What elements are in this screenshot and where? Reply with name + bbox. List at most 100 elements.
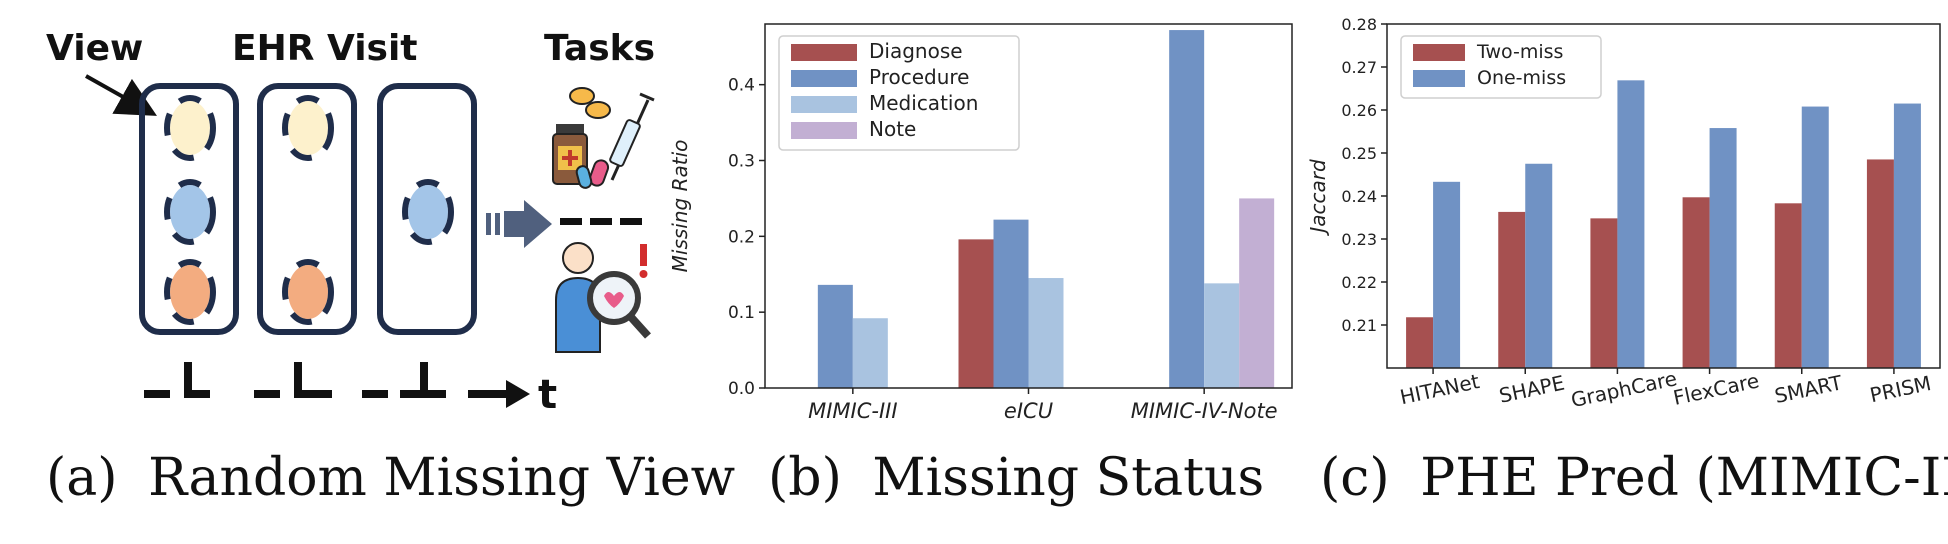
visit-box-1 [139,83,239,335]
y-tick-label: 0.22 [1341,273,1377,292]
bar-two-miss-shape [1498,211,1526,368]
y-tick-label: 0.4 [728,76,755,96]
legend-label: Two-miss [1476,41,1563,63]
panel-missing-status: Missing Ratio 0.0 0.1 0.2 0.3 0.4 MIMIC-III e… [660,0,1300,544]
bar-two-miss-hitanet [1406,317,1434,368]
view-border [164,95,216,161]
legend-label: Procedure [869,65,970,89]
bar-procedure-mimic-iv-note [1169,30,1205,389]
phe-pred-chart: Jaccard 0.21 0.22 0.23 0.24 0.25 0.26 0.27 0.28… [1306,15,1941,412]
caption-c-letter: (c) [1320,448,1390,508]
x-tick-label: MIMIC-IV-Note [1131,399,1278,423]
caption-c-text: PHE Pred (MIMIC-III) [1420,448,1948,508]
panel-phe-pred: Jaccard 0.21 0.22 0.23 0.24 0.25 0.26 0.27 0.28… [1300,0,1948,544]
legend-swatch [791,122,857,139]
time-axis [144,362,530,408]
legend-swatch [791,44,857,61]
y-tick-label: 0.25 [1341,144,1377,163]
x-tick-label: MIMIC-III [808,399,897,423]
view-border [402,179,454,245]
legend-swatch [1413,70,1465,87]
view-blue [408,185,448,239]
bar-procedure-eicu [993,219,1029,388]
bar-one-miss-smart [1801,106,1829,368]
legend-label: Diagnose [869,39,963,63]
caption-b-text: Missing Status [872,448,1265,508]
view-blue [170,185,210,239]
legend-box [778,35,1020,151]
view-orange [288,265,328,319]
label-view: View [46,28,143,69]
panel-random-missing-view: View EHR Visit Tasks [0,0,735,544]
y-tick-label: 0.0 [728,379,755,399]
view-yellow [288,101,328,155]
bar-one-miss-prism [1893,103,1921,369]
legend-swatch [1413,44,1465,61]
caption-a-letter: (a) [46,448,118,508]
syringe-icon [609,92,655,181]
visit-box-2 [257,83,357,335]
missing-status-chart: Missing Ratio 0.0 0.1 0.2 0.3 0.4 MIMIC-III e… [668,23,1293,423]
y-tick-label: 0.2 [728,227,755,247]
legend-swatch [791,96,857,113]
view-border [282,95,334,161]
legend-swatch [791,70,857,87]
bar-two-miss-prism [1866,159,1894,368]
y-axis-label: Jaccard [1306,159,1330,237]
bar-medication-mimic-iv-note [1204,283,1240,388]
bar-one-miss-flexcare [1709,128,1737,368]
bar-note-mimic-iv-note [1239,198,1275,388]
separator-dashes [560,218,642,225]
label-tasks: Tasks [544,28,655,69]
bar-one-miss-hitanet [1433,181,1461,368]
view-orange [170,265,210,319]
x-tick-label: SMART [1772,370,1845,408]
x-tick-label: eICU [1004,399,1053,423]
visit-box-3 [377,83,477,335]
label-ehr-visit: EHR Visit [232,28,418,69]
view-border [282,259,334,325]
y-tick-label: 0.23 [1341,230,1377,249]
caption-a-text: Random Missing View [148,448,736,508]
bar-two-miss-graphcare [1590,218,1618,368]
alert-icon [639,244,648,278]
x-tick-label: SHAPE [1497,371,1567,408]
x-tick-label: FlexCare [1671,368,1761,410]
y-tick-label: 0.27 [1341,58,1377,77]
caption-b-letter: (b) [768,448,842,508]
forward-arrow-icon [486,200,552,248]
bar-two-miss-flexcare [1682,197,1710,368]
pills-icon [569,87,611,189]
view-yellow [170,101,210,155]
y-tick-label: 0.1 [728,303,755,323]
x-tick-label: HITANet [1398,369,1482,409]
view-border [164,179,216,245]
caption-b: (b) Missing Status [768,448,1264,508]
bar-one-miss-shape [1525,163,1553,368]
bar-two-miss-smart [1774,203,1802,368]
y-tick-label: 0.3 [728,152,755,172]
bar-one-miss-graphcare [1617,80,1645,368]
caption-c: (c) PHE Pred (MIMIC-III) [1320,448,1948,508]
y-tick-label: 0.28 [1341,15,1377,34]
legend-label: One-miss [1477,67,1566,89]
bar-procedure-mimic-iii [817,284,853,388]
label-time: t [538,372,557,418]
doctor-magnifier-icon [555,242,651,353]
view-border [164,259,216,325]
bar-medication-mimic-iii [852,318,888,388]
legend-label: Note [869,117,916,141]
caption-a: (a) Random Missing View [46,448,735,508]
y-tick-label: 0.24 [1341,187,1377,206]
bar-diagnose-eicu [958,239,994,388]
bar-medication-eicu [1028,278,1064,388]
x-tick-label: PRISM [1868,371,1933,407]
y-tick-label: 0.26 [1341,101,1377,120]
plot-frame [1386,23,1941,369]
x-tick-label: GraphCare [1569,366,1679,412]
y-axis-label: Missing Ratio [668,140,692,273]
plot-frame [764,23,1293,389]
legend-label: Medication [869,91,978,115]
missing-view-diagram: View EHR Visit Tasks [46,28,655,418]
y-tick-label: 0.21 [1341,316,1377,335]
